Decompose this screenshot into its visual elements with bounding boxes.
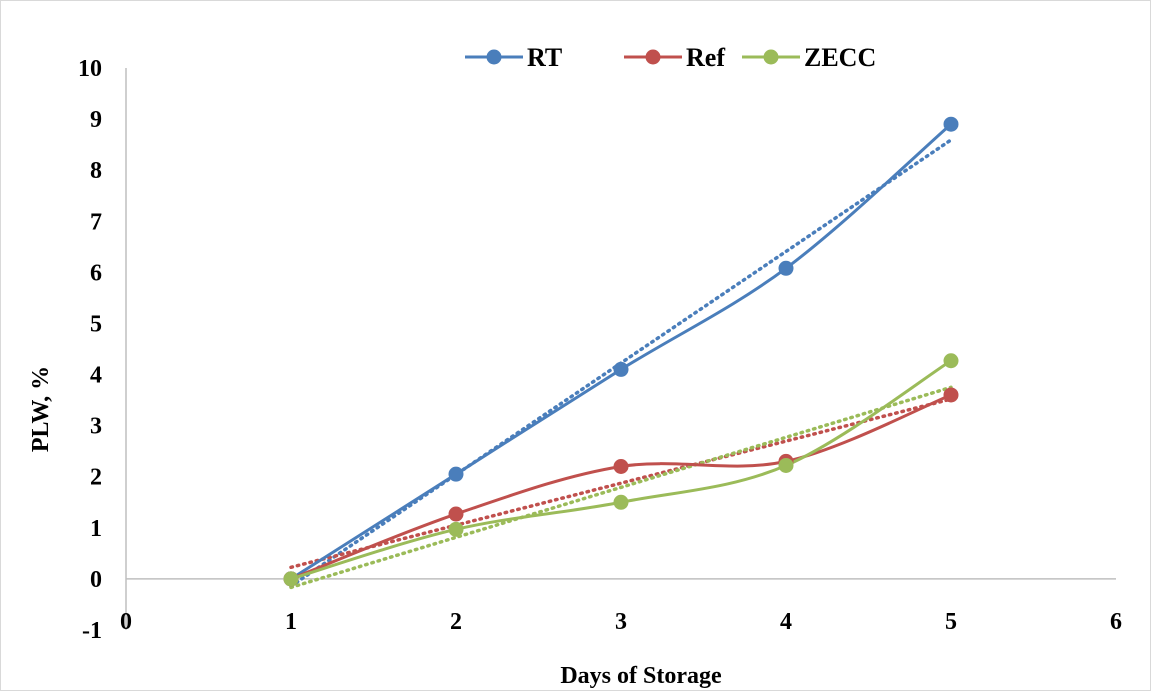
data-point-zecc (283, 571, 299, 587)
y-tick-label: 1 (90, 516, 102, 542)
y-axis-title: PLW, % (28, 366, 54, 452)
data-point-rt (448, 466, 464, 482)
y-tick-label: 3 (90, 414, 102, 440)
legend: RT Ref ZECC (465, 43, 876, 72)
data-point-rt (943, 116, 959, 132)
x-tick-label: 0 (120, 609, 132, 635)
y-tick-label: 5 (90, 311, 102, 337)
y-tick-label: 8 (90, 158, 102, 184)
legend-label-ref: Ref (686, 43, 725, 72)
data-point-rt (778, 260, 794, 276)
y-tick-label: 0 (90, 567, 102, 593)
x-axis-title: Days of Storage (560, 663, 722, 689)
x-tick-labels: 0 1 2 3 4 5 6 (120, 609, 1122, 635)
y-tick-label: 7 (90, 209, 102, 235)
y-tick-label: 4 (90, 363, 102, 389)
legend-label-rt: RT (527, 43, 562, 72)
axes (125, 68, 1116, 630)
y-tick-label: -1 (82, 618, 102, 644)
series-points (283, 116, 959, 587)
legend-marker-zecc (763, 49, 779, 65)
data-point-rt (613, 361, 629, 377)
x-tick-label: 5 (945, 609, 957, 635)
legend-marker-rt (486, 49, 502, 65)
data-point-zecc (448, 521, 464, 537)
trendline-zecc (289, 385, 953, 590)
data-point-zecc (943, 353, 959, 369)
x-tick-label: 3 (615, 609, 627, 635)
data-point-ref (613, 459, 629, 475)
series-lines (290, 123, 952, 581)
y-tick-label: 9 (90, 107, 102, 133)
data-point-zecc (778, 457, 794, 473)
x-tick-label: 1 (285, 609, 297, 635)
x-tick-label: 4 (780, 609, 792, 635)
trendline-ref (289, 397, 953, 570)
legend-marker-ref (645, 49, 661, 65)
y-tick-label: 10 (78, 56, 102, 82)
legend-label-zecc: ZECC (804, 43, 876, 72)
y-tick-label: 6 (90, 260, 102, 286)
data-point-ref (448, 506, 464, 522)
y-tick-label: 2 (90, 465, 102, 491)
x-tick-label: 2 (450, 609, 462, 635)
y-tick-labels: -1 0 1 2 3 4 5 6 7 8 9 10 (78, 56, 102, 644)
x-tick-label: 6 (1110, 609, 1122, 635)
data-point-zecc (613, 494, 629, 510)
data-point-ref (943, 387, 959, 403)
series-line-rt (290, 123, 952, 581)
